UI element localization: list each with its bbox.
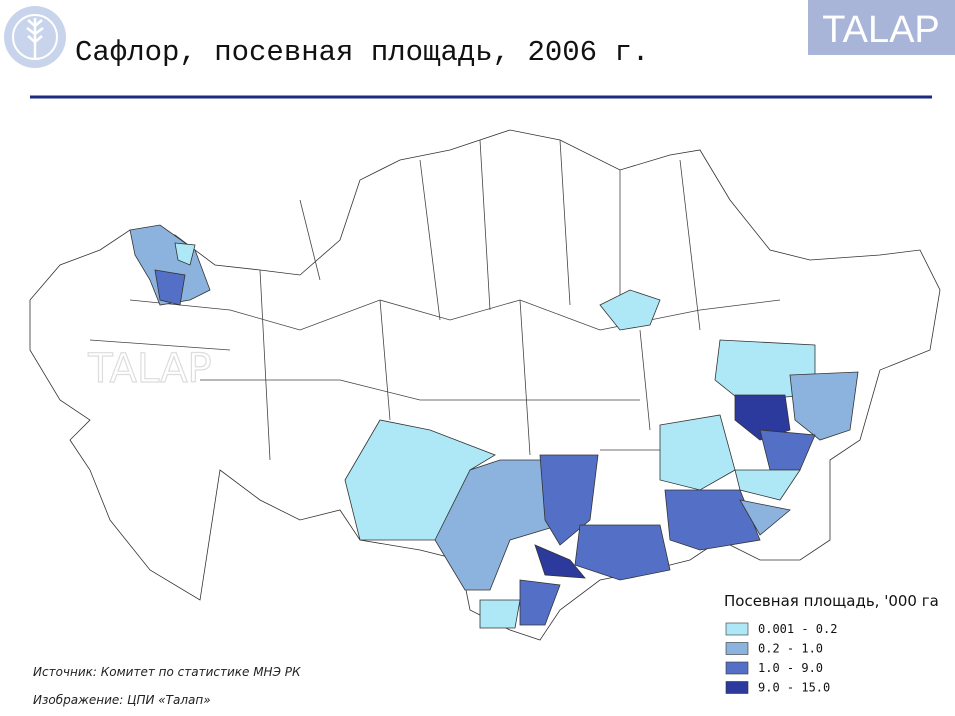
region: [659, 414, 736, 491]
legend-swatch: [725, 681, 749, 694]
brand: TALAP: [822, 9, 940, 51]
region: [664, 489, 761, 551]
fao-logo: [4, 6, 66, 68]
region: [129, 224, 211, 306]
region: [599, 289, 661, 331]
source: Источник: Комитет по статистике МНЭ РК: [33, 665, 301, 679]
region: [739, 499, 791, 536]
legend-swatch: [725, 661, 749, 675]
image-credit: Изображение: ЦПИ «Талап»: [33, 693, 211, 707]
brand-box: [808, 0, 955, 55]
legend-label: 9.0 - 15.0: [758, 681, 830, 695]
legend-label: 0.2 - 1.0: [758, 642, 823, 656]
region: [534, 544, 586, 579]
region: [539, 454, 599, 546]
legend-swatch: [725, 642, 749, 655]
region: [574, 524, 671, 581]
legend-label: 0.001 - 0.2: [758, 622, 837, 636]
region: [174, 242, 196, 266]
region: [479, 599, 521, 629]
legend: 0.001 - 0.2 0.2 - 1.0 1.0 - 9.0 9.0 - 15.0: [725, 622, 837, 695]
title: Сафлор, посевная площадь, 2006 г.: [75, 36, 649, 69]
legend-title: Посевная площадь, '000 га: [724, 592, 939, 610]
district-borders: [89, 139, 781, 461]
legend-swatch: [725, 622, 749, 636]
watermark: TALAP: [87, 346, 211, 392]
legend-label: 1.0 - 9.0: [758, 661, 823, 675]
region: [789, 371, 859, 441]
region: [519, 579, 561, 626]
map: TALAP: [29, 129, 941, 641]
region: [734, 469, 801, 501]
region: [154, 269, 186, 306]
